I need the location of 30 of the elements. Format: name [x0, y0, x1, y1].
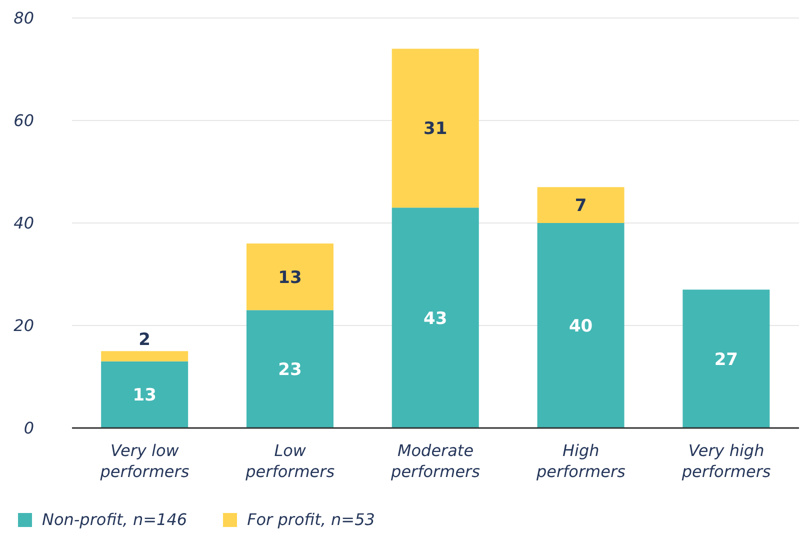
x-tick-label: Very low performers [99, 441, 190, 481]
legend-label: For profit, n=53 [247, 510, 375, 529]
bar [537, 187, 624, 223]
x-tick-label: Low performers [244, 441, 335, 481]
data-label: 23 [278, 360, 302, 380]
data-label: 27 [714, 350, 738, 370]
data-label: 13 [278, 268, 302, 288]
y-tick-label: 20 [14, 316, 34, 336]
data-label: 13 [132, 386, 156, 406]
y-tick-label: 0 [24, 418, 34, 438]
x-tick-label: Very high performers [680, 441, 771, 481]
bar [537, 223, 624, 428]
bar [246, 244, 334, 310]
data-label: 40 [568, 316, 593, 336]
data-label: 31 [424, 119, 448, 140]
y-tick-label: 40 [14, 214, 34, 233]
bar [101, 351, 188, 362]
bar [682, 290, 770, 428]
bar [246, 310, 334, 428]
bar [392, 208, 479, 428]
legend-label: Non-profit, n=146 [42, 510, 188, 529]
bar [392, 48, 479, 208]
x-tick-label: High performers [535, 441, 626, 481]
x-tick-label: Moderate performers [390, 441, 480, 481]
y-tick-label: 80 [14, 8, 34, 28]
data-label: 43 [424, 308, 448, 329]
data-label: 2 [138, 330, 150, 350]
bar [101, 361, 188, 428]
y-tick-label: 60 [14, 111, 34, 130]
data-label: 7 [574, 196, 587, 216]
